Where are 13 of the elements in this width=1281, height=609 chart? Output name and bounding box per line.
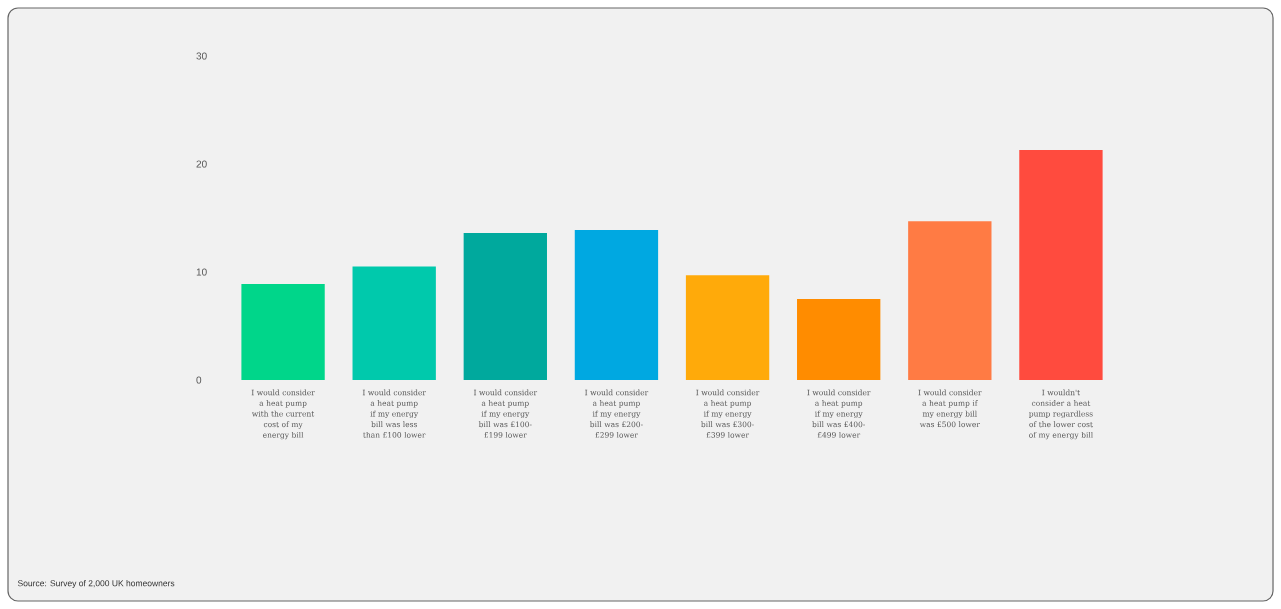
y-tick-label: 20 [196,160,207,168]
source-note: Source: Survey of 2,000 UK homeowners [17,580,175,588]
bar [1019,149,1103,380]
bar [241,283,325,380]
bar [352,266,436,380]
y-tick-label: 0 [196,376,202,384]
bar [685,275,770,380]
bar [908,221,992,380]
y-tick-label: 30 [196,52,207,60]
bar [797,299,881,380]
y-tick-label: 10 [196,268,207,276]
bar [463,233,547,380]
bar [574,229,659,380]
